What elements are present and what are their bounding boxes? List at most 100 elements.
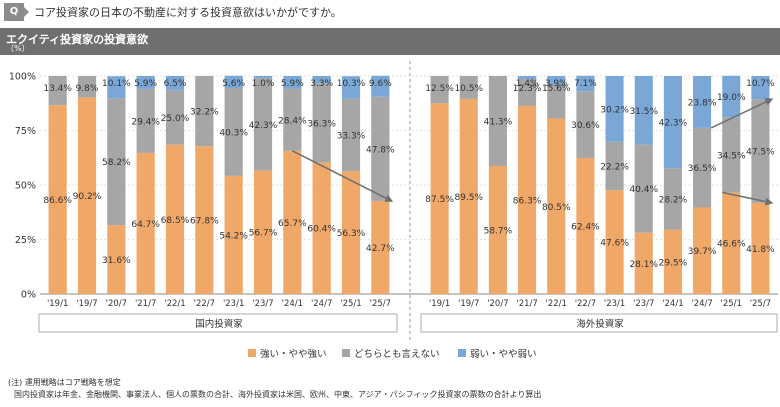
- data-label: 28.4%: [278, 116, 307, 126]
- x-tick-label: '23/7: [252, 299, 273, 309]
- bar-segment: [283, 76, 302, 89]
- bar-segment: [693, 207, 712, 294]
- stacked-bar-chart: 0% 25% 50% 75% 100% 86.6% 13.4% '19/1 90.2% 9.8% '…: [9, 61, 778, 360]
- bar-segment: [195, 146, 214, 294]
- data-label: 80.5%: [542, 203, 571, 213]
- data-label: 28.2%: [659, 195, 688, 205]
- x-tick-label: '23/7: [633, 299, 654, 309]
- bar-segment: [576, 91, 595, 158]
- data-label: 31.6%: [102, 256, 131, 266]
- data-label: 36.3%: [307, 119, 336, 129]
- data-label: 5.9%: [134, 79, 157, 89]
- bar-segment: [224, 175, 243, 294]
- data-label: 42.3%: [249, 121, 278, 131]
- data-label: 90.2%: [73, 192, 102, 202]
- x-tick-label: '23/1: [223, 299, 244, 309]
- question-text: コア投資家の日本の不動産に対する投資意欲はいかがですか。: [34, 6, 342, 19]
- x-tick-label: '24/1: [282, 299, 303, 309]
- question-badge: Q: [4, 3, 24, 21]
- x-tick-label: '21/7: [135, 299, 156, 309]
- data-label: 10.1%: [102, 79, 131, 89]
- bar-segment: [488, 166, 507, 294]
- bar-segment: [77, 97, 97, 294]
- data-label: 7.1%: [574, 79, 597, 89]
- bar-segment: [341, 171, 361, 294]
- bar-segment: [605, 76, 624, 142]
- data-label: 1.4%: [516, 79, 539, 89]
- bar-segment: [341, 98, 361, 172]
- x-tick-label: '25/1: [721, 299, 742, 309]
- data-label: 22.2%: [600, 163, 629, 173]
- legend-swatch: [458, 349, 466, 357]
- data-label: 12.3%: [513, 84, 542, 94]
- bar-segment: [136, 88, 155, 153]
- data-label: 1.0%: [252, 79, 275, 89]
- data-label: 6.5%: [164, 79, 187, 89]
- data-label: 40.3%: [219, 128, 248, 138]
- x-tick-label: '25/1: [340, 299, 361, 309]
- data-label: 29.4%: [131, 117, 160, 127]
- data-label: 28.1%: [629, 260, 658, 270]
- footnote-line-2: 国内投資家は年金、金融機関、事業法人、個人の票数の合計、海外投資家は米国、欧州、…: [14, 390, 542, 399]
- x-tick-label: '20/7: [487, 299, 508, 309]
- chart-header: エクイティ投資家の投資意欲 （%）: [0, 28, 780, 55]
- data-label: 41.8%: [746, 245, 775, 255]
- bar-segment: [430, 76, 449, 104]
- bar-segment: [136, 152, 155, 294]
- data-label: 5.6%: [222, 79, 245, 89]
- data-label: 9.6%: [369, 79, 392, 89]
- bar-segment: [48, 105, 67, 294]
- legend-label: 強い・やや強い: [260, 348, 327, 360]
- x-tick-label: '22/1: [164, 299, 185, 309]
- footnote-line-1: (注) 運用戦略はコア戦略を想定: [8, 378, 121, 387]
- bar-segment: [253, 78, 273, 171]
- data-label: 34.5%: [717, 151, 746, 161]
- bar-segment: [518, 79, 537, 106]
- bar-segment: [518, 105, 537, 294]
- bar-segment: [488, 76, 507, 167]
- data-label: 62.4%: [571, 222, 600, 232]
- data-label: 64.7%: [131, 220, 160, 230]
- bar-segment: [547, 84, 566, 119]
- bar-segment: [751, 202, 770, 294]
- question-bar: Q コア投資家の日本の不動産に対する投資意欲はいかがですか。: [0, 0, 780, 24]
- y-tick-label: 50%: [15, 181, 36, 192]
- data-label: 31.5%: [629, 107, 658, 117]
- x-tick-label: '20/7: [106, 299, 127, 309]
- bar-segment: [663, 168, 682, 230]
- bar-segment: [165, 144, 185, 294]
- group-label: 海外投資家: [576, 318, 624, 330]
- bar-segment: [107, 98, 126, 226]
- bar-segment: [165, 76, 185, 91]
- data-label: 15.6%: [542, 84, 571, 94]
- data-label: 65.7%: [278, 219, 307, 229]
- data-label: 29.5%: [659, 258, 688, 268]
- data-label: 41.3%: [484, 118, 513, 128]
- bar-segment: [371, 75, 390, 97]
- trend-arrow: [291, 150, 394, 202]
- data-label: 30.6%: [571, 121, 600, 131]
- data-label: 56.3%: [337, 229, 366, 239]
- bar-segment: [77, 76, 97, 98]
- bar-segment: [576, 75, 595, 92]
- x-tick-label: '19/1: [429, 299, 450, 309]
- bar-segment: [107, 225, 126, 294]
- x-tick-label: '25/7: [750, 299, 771, 309]
- group-label-box: [420, 313, 778, 333]
- legend-label: どちらとも言えない: [354, 348, 440, 360]
- bar-segment: [634, 144, 653, 233]
- y-tick-label: 25%: [15, 235, 36, 246]
- data-label: 25.0%: [161, 114, 190, 124]
- chart-unit: （%）: [6, 44, 30, 53]
- data-label: 5.9%: [281, 79, 304, 89]
- bar-segment: [165, 90, 185, 145]
- data-label: 13.4%: [43, 84, 72, 94]
- data-label: 32.2%: [190, 108, 219, 118]
- data-label: 60.4%: [307, 225, 336, 235]
- bar-segment: [253, 76, 273, 79]
- data-label: 58.7%: [484, 227, 513, 237]
- bar-segment: [371, 200, 390, 294]
- bar-segment: [751, 76, 770, 100]
- bar-segment: [605, 190, 624, 294]
- group-label-box: [38, 313, 398, 333]
